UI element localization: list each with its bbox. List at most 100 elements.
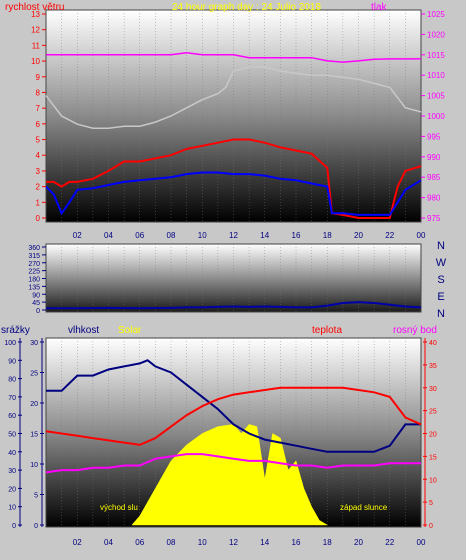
direction-tick-label: 225 [28, 269, 40, 276]
hour-tick-label: 10 [198, 538, 207, 547]
wind-speed-tick-label: 2 [36, 183, 41, 192]
pressure-trend-line [45, 66, 422, 129]
direction-tick-label: 360 [28, 245, 40, 252]
direction-tick-label: 180 [28, 277, 40, 284]
wind-speed-tick-label: 11 [32, 41, 41, 50]
bottom-x-axis: 02 04 06 08 10 12 14 16 18 20 22 00 [73, 538, 426, 547]
direction-tick-label: 90 [32, 292, 40, 299]
rain-axis-tick-label: 0 [12, 523, 16, 530]
compass-letter: W [436, 257, 447, 269]
hour-tick-label: 18 [323, 231, 332, 240]
hour-tick-label: 04 [104, 231, 113, 240]
temperature-line [45, 386, 422, 446]
hour-tick-label: 12 [229, 231, 238, 240]
wind-direction-line [46, 301, 422, 310]
humidity-axis-tick-label: 25 [30, 371, 38, 378]
temperature-axis-tick-label: 40 [429, 340, 437, 347]
humidity-axis-tick-label: 5 [34, 493, 38, 500]
temperature-axis-tick-label: 5 [429, 500, 433, 507]
hour-tick-label: 06 [135, 538, 144, 547]
compass-letter: S [437, 274, 444, 286]
compass-letter: E [437, 291, 444, 303]
temperature-axis-tick-label: 20 [429, 432, 437, 439]
temperature-axis-tick-label: 10 [429, 477, 437, 484]
wind-average-line [45, 171, 422, 216]
humidity-axis-tick-label: 15 [30, 432, 38, 439]
wind-speed-tick-label: 10 [31, 57, 40, 66]
rain-label: srážky [1, 325, 30, 336]
rain-axis-tick-label: 30 [8, 468, 16, 475]
pressure-line [46, 52, 421, 63]
hour-tick-label: 02 [73, 231, 82, 240]
wind-speed-tick-label: 12 [31, 26, 40, 35]
humidity-axis: 0 5 10 15 20 25 30 [30, 338, 44, 530]
rain-axis-tick-label: 70 [8, 395, 16, 402]
wind-speed-tick-label: 8 [36, 88, 41, 97]
hour-tick-label: 00 [417, 231, 426, 240]
pressure-tick-label: 995 [427, 132, 441, 141]
rain-axis-tick-label: 100 [4, 340, 16, 347]
hour-tick-label: 20 [354, 231, 363, 240]
temperature-axis: 0 5 10 15 20 25 30 35 40 [423, 338, 437, 530]
wind-gust-line [46, 138, 422, 219]
pressure-tick-label: 980 [427, 194, 441, 203]
hour-tick-label: 20 [354, 538, 363, 547]
pressure-tick-label: 975 [427, 214, 441, 223]
wind-speed-tick-label: 1 [36, 198, 41, 207]
humidity-axis-tick-label: 0 [34, 523, 38, 530]
temperature-axis-tick-label: 25 [429, 409, 437, 416]
hour-tick-label: 14 [260, 231, 269, 240]
hour-tick-label: 08 [167, 538, 176, 547]
rain-axis: 0 10 20 30 40 50 60 70 80 90 100 [4, 338, 22, 530]
temperature-axis-tick-label: 0 [429, 523, 433, 530]
wind-speed-tick-label: 5 [36, 136, 41, 145]
direction-tick-label: 135 [28, 284, 40, 291]
wind-speed-tick-label: 9 [36, 73, 41, 82]
rain-axis-tick-label: 50 [8, 432, 16, 439]
compass-letter: N [437, 240, 445, 252]
pressure-axis: 975 980 985 990 995 1000 1005 1010 1015 1020 1025 [421, 10, 445, 223]
wind-speed-tick-label: 6 [36, 120, 41, 129]
temperature-label: teplota [312, 325, 342, 336]
pressure-tick-label: 1015 [427, 51, 445, 60]
direction-tick-label: 270 [28, 261, 40, 268]
graph-title: 24 hour graph day : 24 Julio 2018 [172, 2, 321, 13]
solar-area [131, 424, 329, 526]
hour-tick-label: 22 [385, 538, 394, 547]
hour-tick-label: 08 [167, 231, 176, 240]
hour-tick-label: 00 [417, 538, 426, 547]
solar-label: Solar [118, 325, 142, 336]
direction-tick-label: 45 [32, 300, 40, 307]
temperature-axis-tick-label: 35 [429, 363, 437, 370]
temperature-axis-tick-label: 30 [429, 386, 437, 393]
temperature-series [45, 359, 422, 526]
hour-tick-label: 10 [198, 231, 207, 240]
pressure-tick-label: 1010 [427, 71, 445, 80]
pressure-tick-label: 990 [427, 153, 441, 162]
pressure-label: tlak [371, 2, 388, 13]
top-x-axis: 02 04 06 08 10 12 14 16 18 20 22 00 [73, 231, 426, 240]
humidity-axis-tick-label: 20 [30, 401, 38, 408]
hour-tick-label: 06 [135, 231, 144, 240]
pressure-tick-label: 1000 [427, 112, 445, 121]
direction-tick-label: 315 [28, 253, 40, 260]
hour-tick-label: 16 [292, 538, 301, 547]
hour-tick-label: 04 [104, 538, 113, 547]
wind-speed-tick-label: 7 [36, 104, 41, 113]
sunset-label: západ slunce [340, 503, 388, 512]
pressure-tick-label: 1005 [427, 92, 445, 101]
rain-axis-tick-label: 80 [8, 377, 16, 384]
hour-tick-label: 12 [229, 538, 238, 547]
wind-speed-tick-label: 3 [36, 167, 41, 176]
rain-axis-tick-label: 10 [8, 505, 16, 512]
humidity-axis-tick-label: 30 [30, 340, 38, 347]
hour-tick-label: 02 [73, 538, 82, 547]
temperature-humidity-panel: 0 10 20 30 40 50 60 70 80 90 100 0 5 10 15 20 25 30 0 5 10… [1, 325, 437, 547]
wind-speed-tick-label: 4 [36, 151, 41, 160]
wind-speed-tick-label: 0 [36, 214, 41, 223]
